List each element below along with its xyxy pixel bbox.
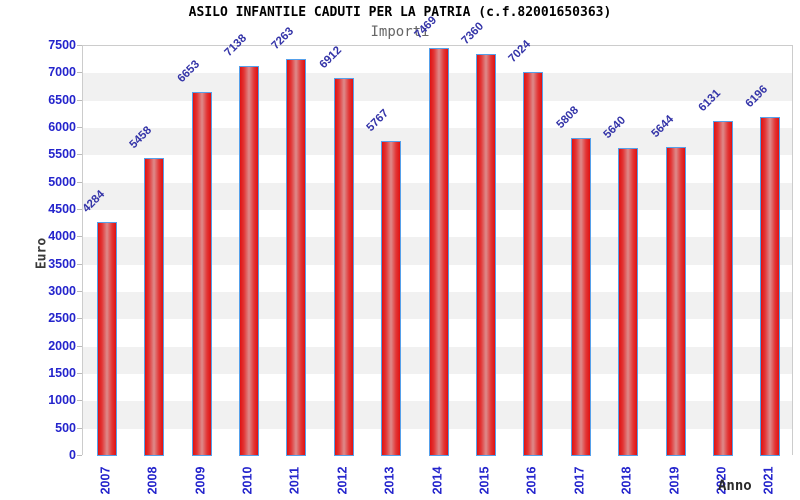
y-tick-label: 6000 (48, 120, 76, 134)
bar-2019 (665, 147, 686, 456)
y-tick-mark (77, 127, 82, 128)
y-tick-label: 7500 (48, 38, 76, 52)
y-tick-mark (77, 45, 82, 46)
x-tick-label: 2018 (619, 466, 634, 495)
x-axis-title: Anno (718, 478, 752, 494)
bar-2008 (144, 157, 165, 456)
chart-subtitle: Importi (370, 24, 430, 40)
y-tick-mark (77, 346, 82, 347)
y-tick-label: 2500 (48, 311, 76, 326)
chart-title: ASILO INFANTILE CADUTI PER LA PATRIA (c.… (188, 5, 612, 20)
y-tick-label: 3000 (48, 284, 76, 298)
y-tick-label: 1500 (48, 366, 76, 380)
y-tick-mark (77, 291, 82, 292)
y-tick-mark (77, 182, 82, 183)
y-tick-mark (77, 455, 82, 456)
x-tick-label: 2007 (98, 466, 113, 495)
bar-2007 (96, 221, 117, 456)
x-tick-label: 2010 (240, 466, 255, 495)
y-tick-mark (77, 209, 82, 210)
bar-2009 (191, 92, 212, 456)
bar-2015 (475, 53, 496, 456)
x-tick-label: 2014 (430, 466, 444, 495)
y-tick-label: 5500 (48, 147, 76, 162)
y-tick-mark (77, 318, 82, 319)
y-tick-mark (77, 100, 82, 101)
bar-2021 (760, 117, 781, 456)
x-tick-label: 2017 (572, 466, 587, 495)
y-tick-mark (77, 400, 82, 401)
x-tick-label: 2009 (193, 466, 207, 495)
x-tick-label: 2015 (477, 466, 492, 495)
x-tick-label: 2019 (667, 466, 681, 495)
bar-2018 (618, 147, 639, 456)
y-tick-label: 2000 (48, 338, 76, 353)
y-axis-title: Euro (34, 237, 50, 270)
y-tick-label: 3500 (48, 256, 76, 271)
bar-2012 (333, 78, 354, 456)
bar-2014 (428, 47, 449, 456)
bar-2016 (523, 72, 544, 456)
y-tick-mark (77, 154, 82, 155)
x-tick-label: 2008 (145, 466, 160, 495)
plot-area (82, 45, 793, 456)
x-tick-label: 2012 (335, 466, 350, 495)
bar-2011 (286, 58, 307, 456)
bar-2013 (381, 140, 402, 456)
y-tick-mark (77, 428, 82, 429)
y-tick-mark (77, 373, 82, 374)
x-tick-label: 2011 (287, 466, 302, 495)
y-tick-label: 6500 (48, 92, 76, 107)
bar-2010 (238, 65, 259, 456)
y-tick-label: 7000 (48, 65, 76, 80)
y-tick-label: 4500 (48, 202, 76, 216)
y-tick-label: 4000 (48, 229, 76, 244)
x-tick-label: 2016 (524, 466, 539, 495)
x-tick-label: 2013 (382, 466, 397, 495)
y-tick-mark (77, 72, 82, 73)
y-tick-label: 1000 (48, 393, 76, 408)
bar-2020 (712, 120, 733, 456)
y-tick-mark (77, 236, 82, 237)
bar-2017 (570, 138, 591, 456)
y-tick-label: 5000 (48, 174, 76, 189)
y-tick-label: 500 (55, 420, 76, 435)
y-tick-label: 0 (69, 448, 76, 462)
y-tick-mark (77, 264, 82, 265)
